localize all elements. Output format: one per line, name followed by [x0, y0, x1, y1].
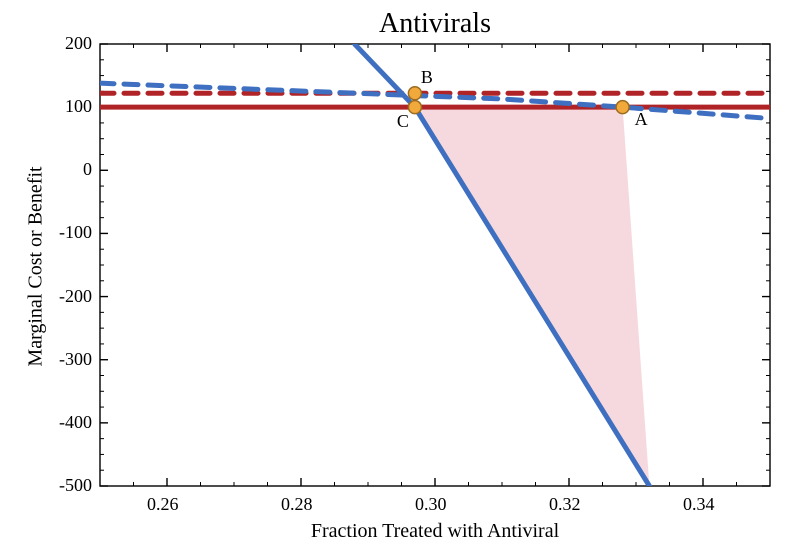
x-tick-label: 0.26 — [147, 494, 179, 515]
y-tick-label: 100 — [65, 96, 92, 117]
y-tick-label: -200 — [59, 286, 92, 307]
marker-C — [408, 101, 421, 114]
chart-container: Antivirals Marginal Cost or Benefit Frac… — [0, 0, 810, 554]
y-tick-label: -100 — [59, 222, 92, 243]
marker-label-B: B — [421, 67, 433, 88]
x-tick-label: 0.28 — [281, 494, 313, 515]
x-tick-label: 0.34 — [683, 494, 715, 515]
marker-label-C: C — [397, 111, 409, 132]
marker-A — [616, 101, 629, 114]
marker-label-A: A — [635, 109, 648, 130]
y-tick-label: -400 — [59, 412, 92, 433]
y-tick-label: -500 — [59, 475, 92, 496]
chart-svg — [0, 0, 810, 554]
y-tick-label: 0 — [83, 159, 92, 180]
x-tick-label: 0.30 — [415, 494, 447, 515]
x-tick-label: 0.32 — [549, 494, 581, 515]
marker-B — [408, 87, 421, 100]
y-tick-label: 200 — [65, 33, 92, 54]
y-tick-label: -300 — [59, 349, 92, 370]
